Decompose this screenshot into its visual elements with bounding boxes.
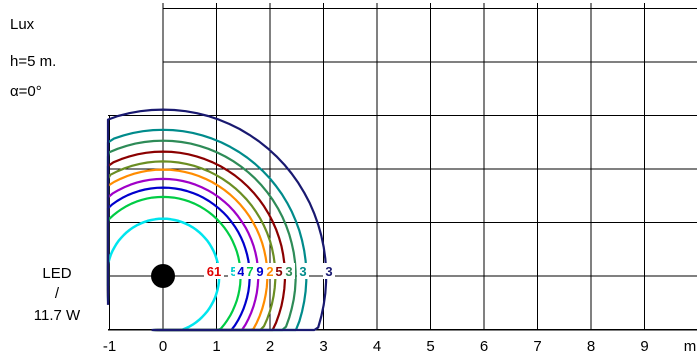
isolux-contour [106,160,277,332]
x-tick-label: -1 [103,338,116,355]
contour-label-bg [254,263,266,279]
contour-label-bg [297,263,309,279]
x-tick-label: 5 [426,338,434,355]
x-tick-label: 3 [319,338,327,355]
contour-label: 2 [266,264,273,279]
contour-label: 5 [275,264,282,279]
isolux-contour [106,217,221,332]
contour-label-bg [204,263,224,279]
contour-label: 7 [246,264,253,279]
isolux-contours [106,108,328,332]
contour-label: 3 [285,264,292,279]
x-axis-unit: m [684,338,697,355]
x-tick-label: 7 [533,338,541,355]
contour-label-bg [283,263,295,279]
isolux-contour [106,108,328,332]
lamp-power-label: 11.7 W [34,307,81,324]
x-tick-label: 4 [373,338,381,355]
lamp-type-label: LED [42,265,71,282]
angle-label: α=0° [10,83,42,100]
x-tick-label: 0 [159,338,167,355]
contour-label-bg [273,263,285,279]
grid [108,3,697,331]
contour-label: 61 [207,264,221,279]
unit-label: Lux [10,16,35,33]
contour-label: 3 [299,264,306,279]
x-tick-label: 9 [640,338,648,355]
contour-label: 5 [230,264,237,279]
isolux-contour [106,177,260,332]
x-tick-label: 6 [480,338,488,355]
x-tick-label: 1 [212,338,220,355]
contour-label-bg [323,263,335,279]
contour-label: 9 [256,264,263,279]
x-tick-label: 2 [266,338,274,355]
contour-label: 4 [237,264,245,279]
contour-labels: 61 5 4 7 9 2 5 3 3 3 [204,263,335,279]
x-tick-label: 8 [587,338,595,355]
contour-label: 3 [325,264,332,279]
isolux-contour [106,186,251,332]
x-axis-ticks: -1 0 1 2 3 4 5 6 7 8 9 [103,338,649,355]
isolux-contour [106,150,286,332]
lamp-marker [151,264,175,288]
contour-label-bg [244,263,256,279]
height-label: h=5 m. [10,53,56,70]
lamp-separator: / [55,285,60,302]
